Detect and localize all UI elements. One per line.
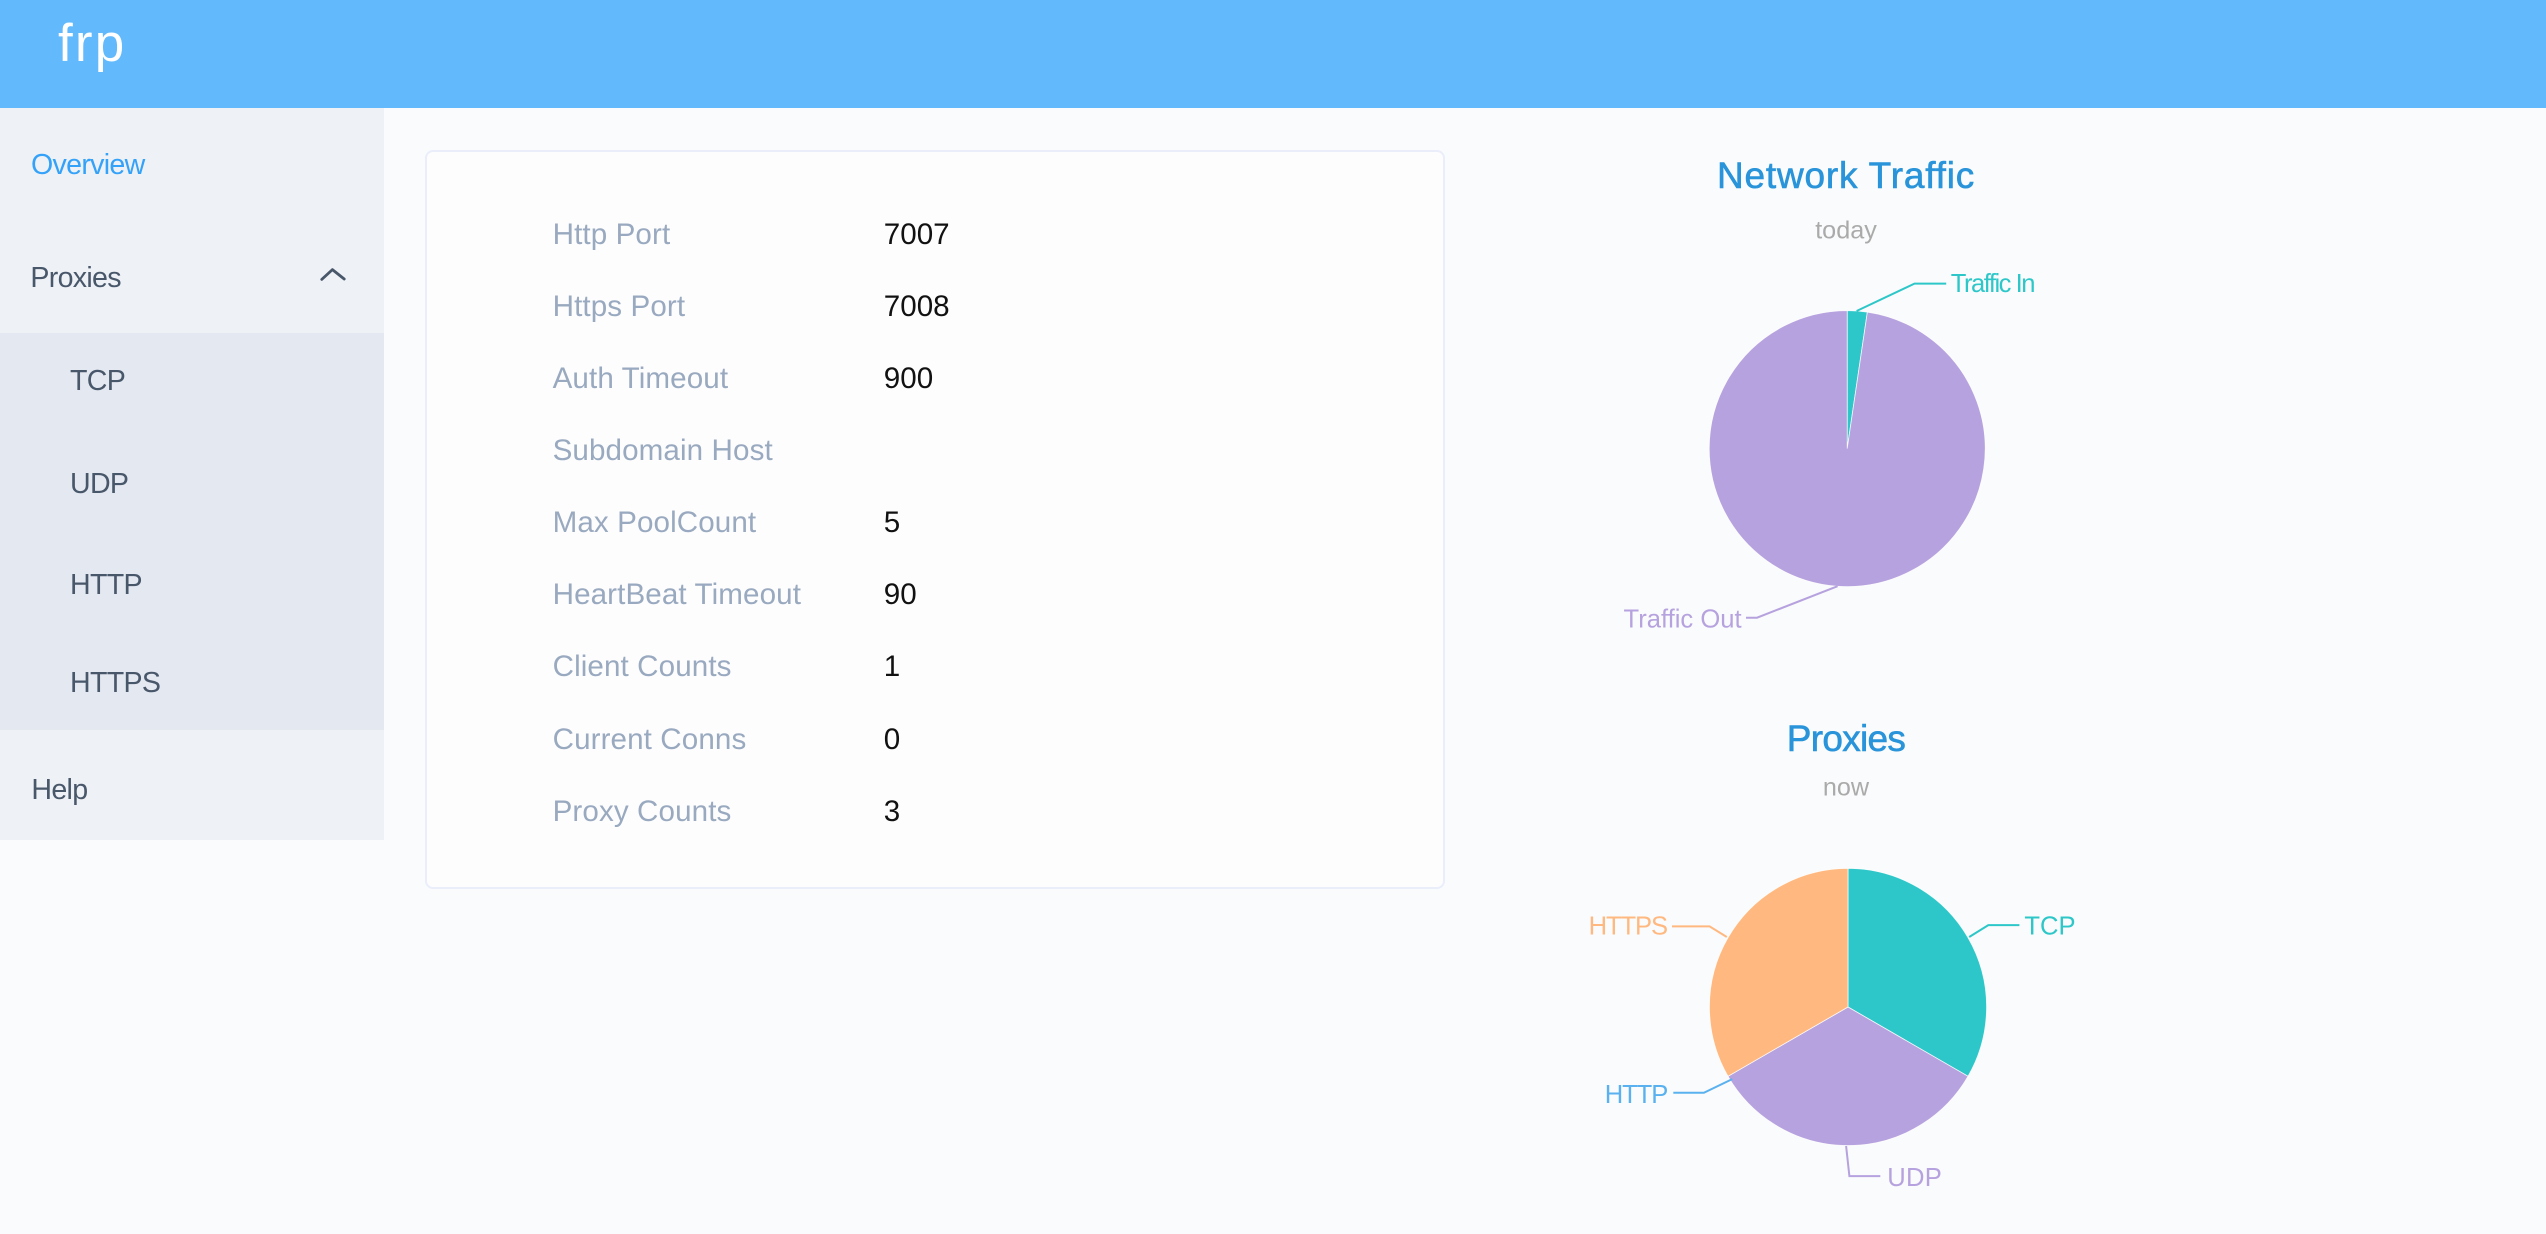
svg-text:Network Traffic: Network Traffic — [1717, 155, 1975, 196]
svg-text:today: today — [1815, 216, 1877, 244]
svg-text:Proxies: Proxies — [1787, 718, 1906, 759]
svg-text:UDP: UDP — [1887, 1164, 1942, 1192]
svg-text:HTTPS: HTTPS — [1589, 913, 1667, 941]
svg-text:HTTP: HTTP — [1605, 1081, 1667, 1109]
svg-text:TCP: TCP — [2024, 913, 2075, 941]
svg-text:Traffic Out: Traffic Out — [1624, 605, 1742, 633]
svg-text:Traffic In: Traffic In — [1951, 270, 2034, 298]
svg-text:now: now — [1823, 774, 1870, 802]
